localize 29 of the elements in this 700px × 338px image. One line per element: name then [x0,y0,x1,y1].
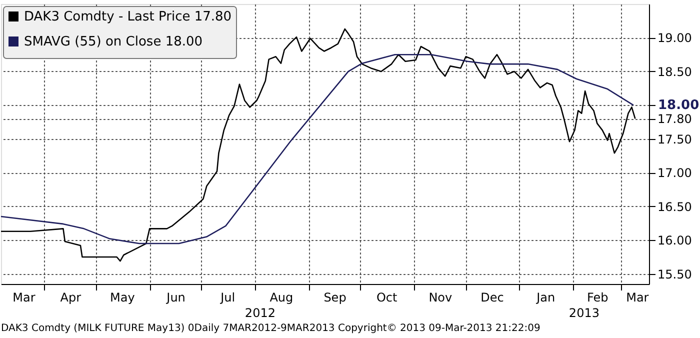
x-tick-label: Jun [166,290,186,304]
x-tick-label: Mar [626,290,649,304]
x-tick-label: Apr [60,290,82,304]
x-tick-label: Dec [480,290,504,304]
x-tick-label: Nov [428,290,452,304]
x-tick-label: Jul [220,290,236,304]
y-tick-label: 15.50 [658,267,692,282]
y-tick-label: 17.50 [658,132,692,146]
y-tick-label: 16.50 [658,200,692,214]
x-tick-label: Mar [12,290,36,304]
y-tick-label: 17.80 [658,112,692,126]
y-tick-label: 18.50 [658,64,692,79]
x-tick-label: Sep [324,290,346,304]
x-tick-label: Feb [587,290,608,304]
legend-label: DAK3 Comdty - Last Price 17.80 [24,10,232,24]
x-tick-label: Jan [536,290,556,304]
legend-label: SMAVG (55) on Close 18.00 [24,34,203,50]
line-series [0,54,634,244]
x-tick-label: May [110,290,135,304]
line-series [0,28,636,262]
text: 2013 [568,306,600,320]
annotation: 18.00 [658,98,700,114]
text: DAK3 Comdty (MILK FUTURE May13) 0Daily 7MAR2012-9MAR2013 Copyright© 2013 09-Mar-2013 21:22:09 [1,323,540,334]
y-tick-label: 16.00 [658,234,692,248]
text: 2012 [244,306,276,320]
y-tick-label: 19.00 [658,31,692,46]
y-tick-label: 17.00 [658,166,692,180]
x-tick-label: Aug [270,290,294,304]
x-tick-label: Oct [376,290,398,304]
